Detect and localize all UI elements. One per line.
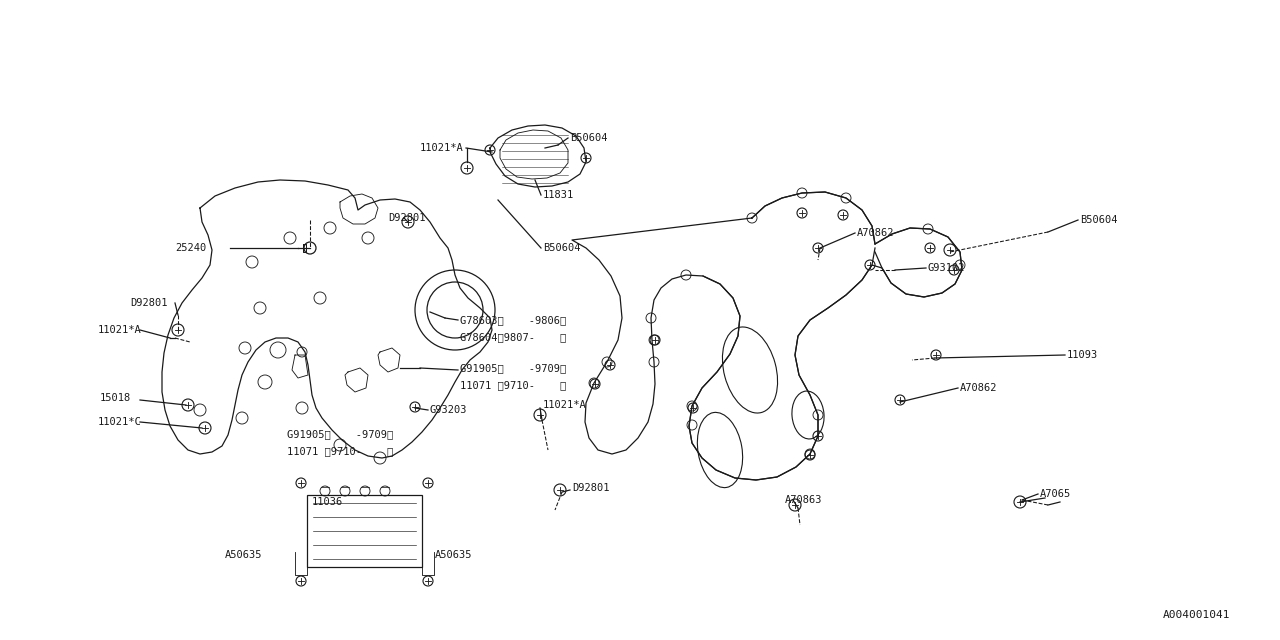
Text: D92801: D92801 (388, 213, 425, 223)
Text: 11021*A: 11021*A (543, 400, 586, 410)
Text: G78603〈    -9806〉: G78603〈 -9806〉 (460, 315, 566, 325)
Text: A50635: A50635 (435, 550, 472, 560)
Text: 15018: 15018 (100, 393, 132, 403)
Text: G78604〈9807-    〉: G78604〈9807- 〉 (460, 332, 566, 342)
Text: A70862: A70862 (858, 228, 895, 238)
Text: 11036: 11036 (312, 497, 343, 507)
Text: A7065: A7065 (1039, 489, 1071, 499)
Text: D92801: D92801 (572, 483, 609, 493)
Text: 11071 〈9710-    〉: 11071 〈9710- 〉 (287, 446, 393, 456)
Text: A70863: A70863 (785, 495, 823, 505)
Text: A70862: A70862 (960, 383, 997, 393)
Text: 11021*C: 11021*C (99, 417, 142, 427)
Text: A50635: A50635 (225, 550, 262, 560)
Text: G91905〈    -9709〉: G91905〈 -9709〉 (287, 429, 393, 439)
Text: B50604: B50604 (543, 243, 581, 253)
Text: 11831: 11831 (543, 190, 575, 200)
Text: 11071 〈9710-    〉: 11071 〈9710- 〉 (460, 380, 566, 390)
Text: D92801: D92801 (131, 298, 168, 308)
Text: 11021*A: 11021*A (420, 143, 463, 153)
Text: 11021*A: 11021*A (99, 325, 142, 335)
Text: G91905〈    -9709〉: G91905〈 -9709〉 (460, 363, 566, 373)
Text: G93102: G93102 (928, 263, 965, 273)
Text: B50604: B50604 (1080, 215, 1117, 225)
Text: G93203: G93203 (430, 405, 467, 415)
Text: A004001041: A004001041 (1162, 610, 1230, 620)
Text: 11093: 11093 (1068, 350, 1098, 360)
Text: B50604: B50604 (570, 133, 608, 143)
Text: 25240: 25240 (175, 243, 206, 253)
